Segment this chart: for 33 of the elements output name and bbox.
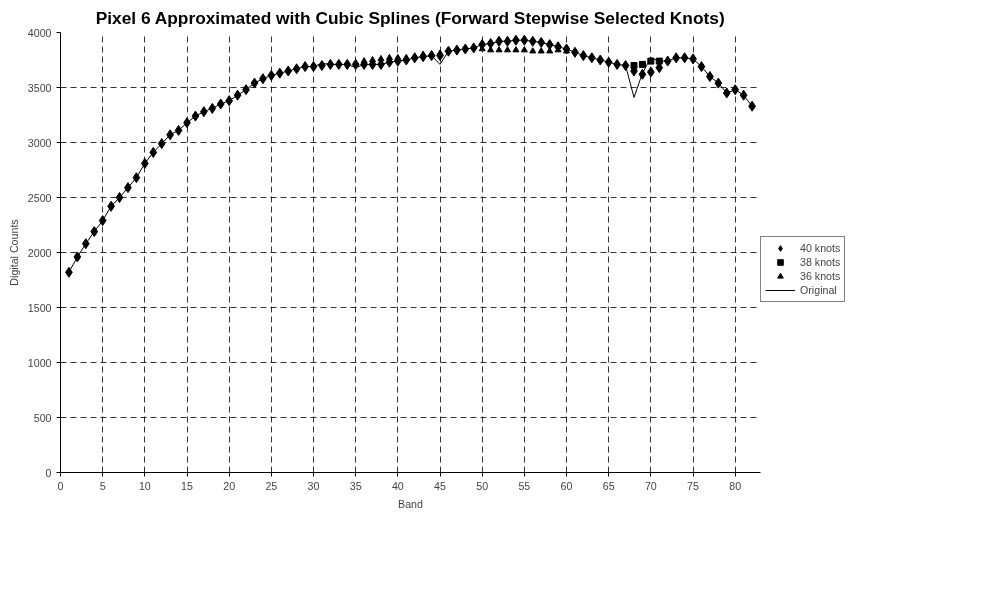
x-axis-title: Band bbox=[398, 497, 424, 510]
x-tick-label: 35 bbox=[349, 479, 362, 492]
x-tick-label: 30 bbox=[307, 479, 320, 492]
chart-title: Pixel 6 Approximated with Cubic Splines (Forward Stepwise Selected Knots) bbox=[95, 7, 725, 28]
x-tick-label: 25 bbox=[265, 479, 278, 492]
x-tick-label: 20 bbox=[223, 479, 236, 492]
x-tick-label: 55 bbox=[518, 479, 531, 492]
y-tick-label: 3000 bbox=[27, 136, 52, 149]
y-tick-label: 4000 bbox=[27, 26, 52, 39]
y-tick-label: 3500 bbox=[27, 81, 52, 94]
x-tick-label: 50 bbox=[476, 479, 489, 492]
legend-label: 38 knots bbox=[800, 256, 841, 268]
x-tick-label: 65 bbox=[602, 479, 615, 492]
legend-label: 36 knots bbox=[800, 270, 841, 282]
y-axis-title: Digital Counts bbox=[7, 219, 20, 286]
x-tick-label: 10 bbox=[138, 479, 151, 492]
y-tick-label: 1500 bbox=[27, 301, 52, 314]
x-tick-label: 60 bbox=[560, 479, 573, 492]
x-tick-label: 0 bbox=[57, 479, 64, 492]
y-tick-label: 500 bbox=[33, 411, 52, 424]
x-tick-label: 70 bbox=[644, 479, 657, 492]
x-tick-label: 75 bbox=[687, 479, 700, 492]
x-tick-label: 45 bbox=[434, 479, 447, 492]
x-tick-label: 80 bbox=[729, 479, 742, 492]
y-tick-label: 2500 bbox=[27, 191, 52, 204]
x-tick-label: 15 bbox=[181, 479, 194, 492]
y-tick-label: 2000 bbox=[27, 246, 52, 259]
x-tick-label: 5 bbox=[99, 479, 106, 492]
legend-label: 40 knots bbox=[800, 242, 841, 254]
y-tick-label: 1000 bbox=[27, 356, 52, 369]
y-tick-label: 0 bbox=[45, 466, 52, 479]
legend-label: Original bbox=[800, 284, 837, 296]
x-tick-label: 40 bbox=[391, 479, 404, 492]
